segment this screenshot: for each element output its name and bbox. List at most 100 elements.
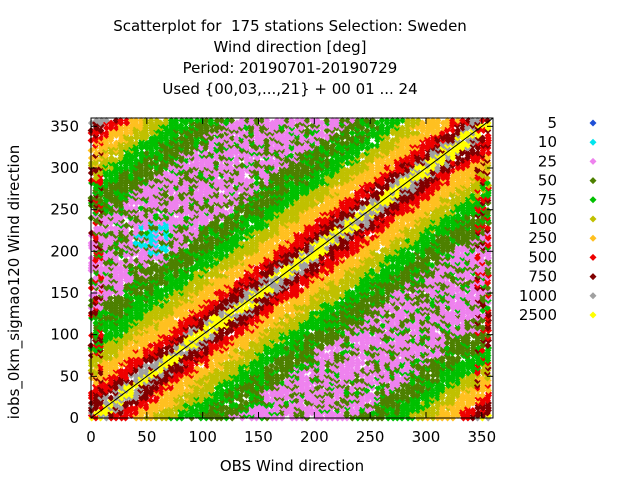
data-point [97, 177, 105, 184]
chart-title: Scatterplot for 175 stations Selection: … [0, 16, 580, 100]
data-point [147, 169, 155, 177]
data-point [137, 289, 145, 297]
data-point [142, 117, 150, 124]
data-point [97, 197, 104, 204]
data-point [98, 117, 106, 124]
data-point [96, 224, 104, 232]
data-point [182, 214, 190, 222]
data-point [127, 239, 135, 247]
data-point [147, 397, 155, 404]
data-point [122, 412, 130, 419]
data-point [157, 152, 165, 159]
data-point [183, 387, 191, 394]
data-point [142, 177, 150, 184]
data-point [112, 224, 120, 232]
data-point [137, 347, 145, 354]
data-point [92, 362, 100, 369]
data-point [152, 384, 160, 392]
data-point [182, 124, 190, 132]
data-point [173, 192, 181, 199]
data-point [182, 197, 190, 204]
data-point [172, 319, 180, 327]
data-point [92, 319, 100, 327]
data-point [92, 274, 100, 282]
data-point [127, 134, 135, 142]
data-point [172, 217, 180, 224]
data-point [182, 279, 190, 287]
data-point [172, 412, 180, 419]
data-point [93, 149, 100, 157]
data-point [187, 117, 195, 124]
data-point [137, 204, 145, 212]
data-point [127, 257, 135, 264]
data-point [123, 292, 130, 299]
data-point [123, 399, 131, 407]
data-point [103, 124, 110, 132]
data-point [177, 267, 185, 274]
data-point [132, 204, 140, 212]
data-point [132, 404, 140, 412]
data-point [162, 207, 170, 214]
data-point [168, 194, 175, 202]
data-point [128, 229, 136, 237]
data-point [142, 307, 150, 314]
data-point [157, 234, 165, 242]
data-point [132, 239, 140, 247]
data-point [102, 399, 110, 407]
data-point [123, 117, 131, 124]
data-point [142, 362, 150, 369]
data-point [142, 212, 150, 219]
data-point [167, 272, 175, 279]
data-point [102, 177, 110, 184]
data-point [142, 402, 150, 409]
data-point [193, 217, 200, 224]
data-point [177, 397, 185, 404]
data-point [132, 269, 140, 277]
data-point [182, 309, 190, 317]
data-point [177, 364, 185, 372]
data-point [107, 272, 115, 279]
data-point [182, 402, 190, 409]
data-point [97, 127, 105, 134]
data-point [177, 349, 185, 357]
data-point [162, 117, 170, 124]
data-point [152, 224, 160, 232]
data-point [103, 129, 111, 137]
data-point [148, 159, 156, 167]
data-point [152, 262, 160, 269]
data-point [107, 142, 115, 149]
data-point [167, 232, 175, 239]
data-point [192, 269, 200, 277]
data-point [162, 247, 170, 254]
data-point [162, 252, 170, 259]
data-point [137, 187, 145, 194]
data-point [167, 299, 175, 307]
data-point [157, 287, 165, 294]
data-point [183, 157, 191, 164]
data-point [107, 299, 115, 307]
data-point [162, 407, 170, 414]
data-point [122, 257, 130, 264]
data-point [187, 327, 195, 334]
data-point [117, 332, 125, 339]
data-point [157, 412, 165, 419]
data-point [138, 149, 146, 157]
data-point [137, 117, 145, 124]
data-point [157, 119, 165, 127]
data-point [92, 294, 100, 302]
data-point [172, 117, 180, 124]
data-point [182, 242, 190, 249]
data-point [127, 294, 135, 302]
data-point [152, 212, 160, 219]
data-point [183, 117, 191, 124]
data-point [102, 309, 110, 317]
data-point [132, 139, 140, 147]
data-point [112, 249, 120, 257]
data-point [92, 224, 100, 232]
data-point [182, 297, 190, 304]
data-point [143, 149, 151, 157]
data-point [192, 152, 200, 159]
data-point [97, 264, 105, 272]
title-line-1: Scatterplot for 175 stations Selection: … [113, 17, 467, 35]
